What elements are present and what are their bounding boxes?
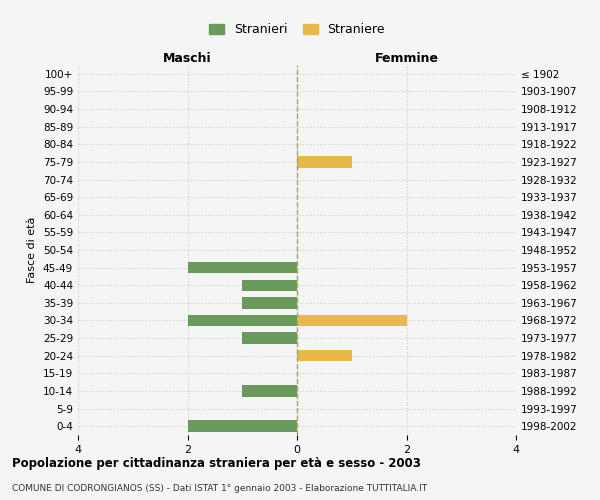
Bar	[187, 262, 297, 274]
Bar	[242, 297, 297, 308]
Bar	[242, 332, 297, 344]
Legend: Stranieri, Straniere: Stranieri, Straniere	[205, 20, 389, 40]
Text: Femmine: Femmine	[374, 52, 439, 65]
Text: Popolazione per cittadinanza straniera per età e sesso - 2003: Popolazione per cittadinanza straniera p…	[12, 458, 421, 470]
Bar	[242, 280, 297, 291]
Bar	[297, 315, 407, 326]
Text: Maschi: Maschi	[163, 52, 212, 65]
Bar	[297, 350, 352, 362]
Bar	[242, 385, 297, 396]
Bar	[187, 420, 297, 432]
Bar	[297, 156, 352, 168]
Bar	[187, 315, 297, 326]
Text: COMUNE DI CODRONGIANOS (SS) - Dati ISTAT 1° gennaio 2003 - Elaborazione TUTTITAL: COMUNE DI CODRONGIANOS (SS) - Dati ISTAT…	[12, 484, 427, 493]
Y-axis label: Fasce di età: Fasce di età	[28, 217, 37, 283]
